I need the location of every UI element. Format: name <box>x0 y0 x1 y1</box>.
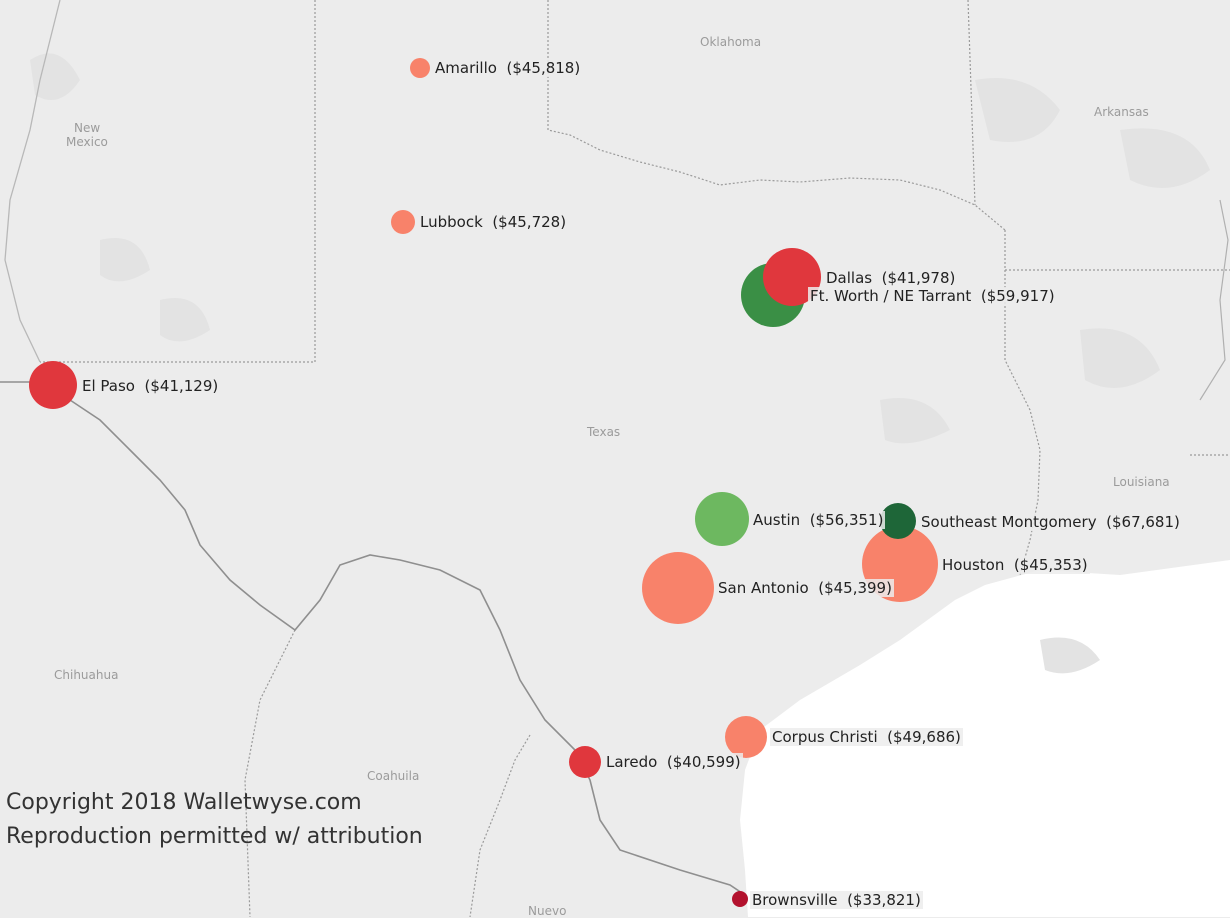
new-mexico-river <box>4 0 61 363</box>
city-label-austin: Austin ($56,351) <box>751 511 886 529</box>
mexico-state-border-2 <box>469 734 531 917</box>
bubble-corpus-christi[interactable] <box>725 716 767 758</box>
arkansas-river <box>1199 199 1229 401</box>
rio-grande-border <box>0 381 746 896</box>
city-label-san-antonio: San Antonio ($45,399) <box>716 579 894 597</box>
bubble-austin[interactable] <box>695 492 749 546</box>
city-label-el-paso: El Paso ($41,129) <box>80 377 221 395</box>
bubble-san-antonio[interactable] <box>642 552 714 624</box>
city-label-brownsville: Brownsville ($33,821) <box>750 891 923 909</box>
bubble-brownsville[interactable] <box>732 891 748 907</box>
region-arkansas: Arkansas <box>1094 105 1149 119</box>
bubble-laredo[interactable] <box>569 746 601 778</box>
region-new-mexico-1: New <box>74 121 101 135</box>
mexico-state-border-1 <box>244 629 296 917</box>
city-label-ft-worth: Ft. Worth / NE Tarrant ($59,917) <box>808 287 1057 305</box>
panhandle-west-border <box>40 0 316 363</box>
bubble-se-montgomery[interactable] <box>880 503 916 539</box>
texas-louisiana-border <box>1004 230 1041 576</box>
gulf-water <box>740 560 1230 917</box>
copyright-line-2: Reproduction permitted w/ attribution <box>6 824 423 849</box>
copyright-line-1: Copyright 2018 Walletwyse.com <box>6 790 362 815</box>
region-texas: Texas <box>587 425 621 439</box>
bubble-dallas[interactable] <box>763 248 821 306</box>
region-oklahoma: Oklahoma <box>700 35 762 49</box>
copyright-notice: Copyright 2018 Walletwyse.com Reproducti… <box>6 786 423 854</box>
city-label-houston: Houston ($45,353) <box>940 556 1090 574</box>
city-label-amarillo: Amarillo ($45,818) <box>433 59 583 77</box>
city-label-laredo: Laredo ($40,599) <box>604 753 743 771</box>
city-label-lubbock: Lubbock ($45,728) <box>418 213 569 231</box>
city-label-se-montgomery: Southeast Montgomery ($67,681) <box>919 513 1182 531</box>
bubble-amarillo[interactable] <box>410 58 430 78</box>
region-louisiana: Louisiana <box>1113 475 1170 489</box>
region-new-mexico-2: Mexico <box>66 135 108 149</box>
bubble-lubbock[interactable] <box>391 210 415 234</box>
region-nuevo: Nuevo <box>528 904 567 918</box>
city-label-dallas: Dallas ($41,978) <box>824 269 958 287</box>
region-coahuila: Coahuila <box>367 769 420 783</box>
region-chihuahua: Chihuahua <box>54 668 119 682</box>
bubble-el-paso[interactable] <box>29 361 77 409</box>
city-label-corpus-christi: Corpus Christi ($49,686) <box>770 728 963 746</box>
